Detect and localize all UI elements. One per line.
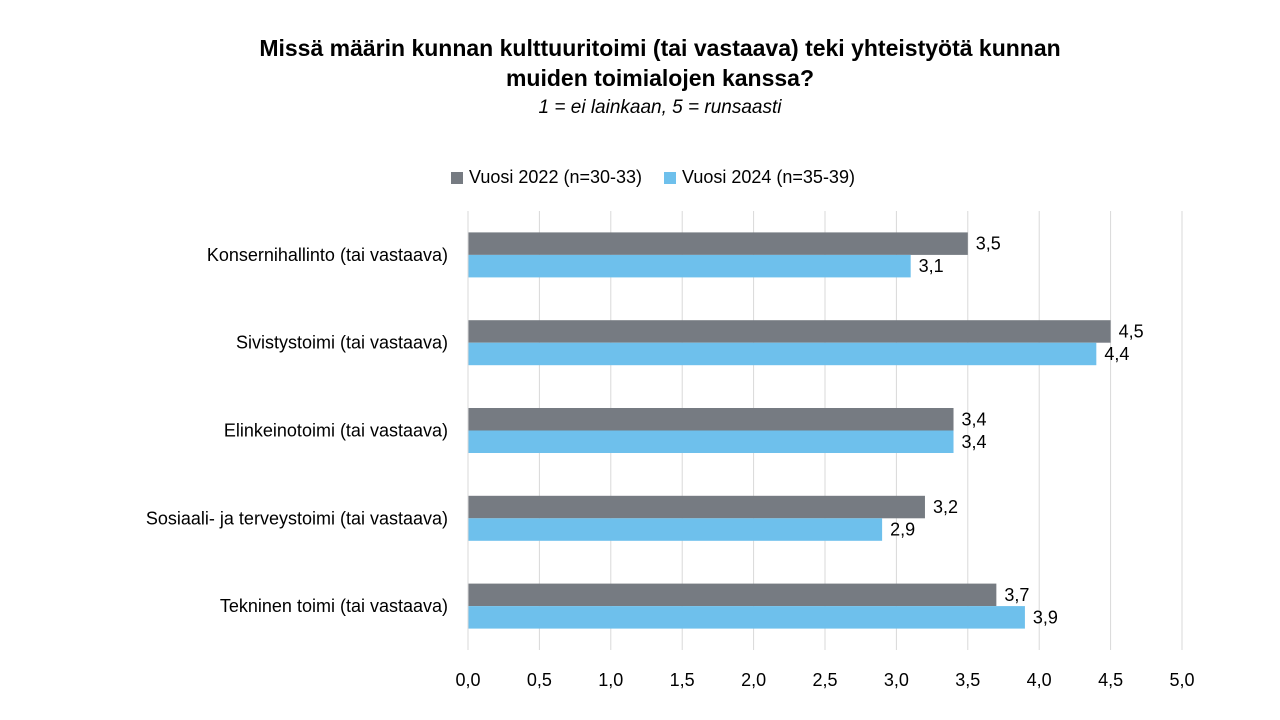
data-label: 3,1 bbox=[919, 256, 944, 276]
bar bbox=[468, 408, 954, 431]
data-label: 3,2 bbox=[933, 497, 958, 517]
bar bbox=[468, 495, 925, 519]
bar bbox=[468, 518, 883, 541]
legend-item-2022: Vuosi 2022 (n=30-33) bbox=[451, 167, 642, 188]
x-tick-label: 4,5 bbox=[1098, 670, 1123, 690]
chart-subtitle: 1 = ei lainkaan, 5 = runsaasti bbox=[538, 97, 782, 118]
data-label: 4,5 bbox=[1119, 321, 1144, 341]
x-tick-label: 5,0 bbox=[1169, 670, 1194, 690]
x-tick-label: 4,0 bbox=[1027, 670, 1052, 690]
x-tick-label: 0,5 bbox=[527, 670, 552, 690]
bar bbox=[468, 583, 997, 607]
category-label: Sosiaali- ja terveystoimi (tai vastaava) bbox=[146, 508, 448, 528]
x-tick-label: 3,5 bbox=[955, 670, 980, 690]
chart-title-line-2: muiden toimialojen kanssa? bbox=[505, 65, 815, 91]
legend-label-2022: Vuosi 2022 (n=30-33) bbox=[469, 167, 642, 187]
legend-item-2024: Vuosi 2024 (n=35-39) bbox=[664, 167, 855, 188]
x-tick-label: 2,0 bbox=[741, 670, 766, 690]
chart-legend: Vuosi 2022 (n=30-33) Vuosi 2024 (n=35-39… bbox=[0, 167, 1280, 188]
category-label: Konsernihallinto (tai vastaava) bbox=[207, 245, 448, 265]
category-label: Sivistystoimi (tai vastaava) bbox=[236, 333, 448, 353]
data-label: 3,9 bbox=[1033, 607, 1058, 627]
data-label: 4,4 bbox=[1104, 344, 1129, 364]
bar bbox=[468, 430, 954, 453]
legend-label-2024: Vuosi 2024 (n=35-39) bbox=[682, 167, 855, 187]
bar bbox=[468, 606, 1025, 629]
chart-title: Missä määrin kunnan kulttuuritoimi (tai … bbox=[0, 33, 1280, 93]
data-label: 3,7 bbox=[1004, 585, 1029, 605]
category-label: Tekninen toimi (tai vastaava) bbox=[220, 596, 448, 616]
x-tick-label: 3,0 bbox=[884, 670, 909, 690]
x-tick-label: 1,5 bbox=[670, 670, 695, 690]
data-label: 3,4 bbox=[962, 409, 987, 429]
x-tick-label: 2,5 bbox=[812, 670, 837, 690]
data-label: 3,5 bbox=[976, 234, 1001, 254]
bar bbox=[468, 232, 968, 255]
bar bbox=[468, 342, 1097, 366]
chart-title-line-1: Missä määrin kunnan kulttuuritoimi (tai … bbox=[259, 35, 1061, 61]
bar bbox=[468, 320, 1111, 343]
bar bbox=[468, 254, 911, 278]
legend-swatch-2024 bbox=[664, 171, 676, 184]
x-tick-label: 0,0 bbox=[455, 670, 480, 690]
x-tick-label: 1,0 bbox=[598, 670, 623, 690]
data-label: 3,4 bbox=[962, 432, 987, 452]
legend-swatch-2022 bbox=[451, 171, 464, 184]
category-label: Elinkeinotoimi (tai vastaava) bbox=[224, 421, 448, 441]
data-label: 2,9 bbox=[890, 520, 915, 540]
